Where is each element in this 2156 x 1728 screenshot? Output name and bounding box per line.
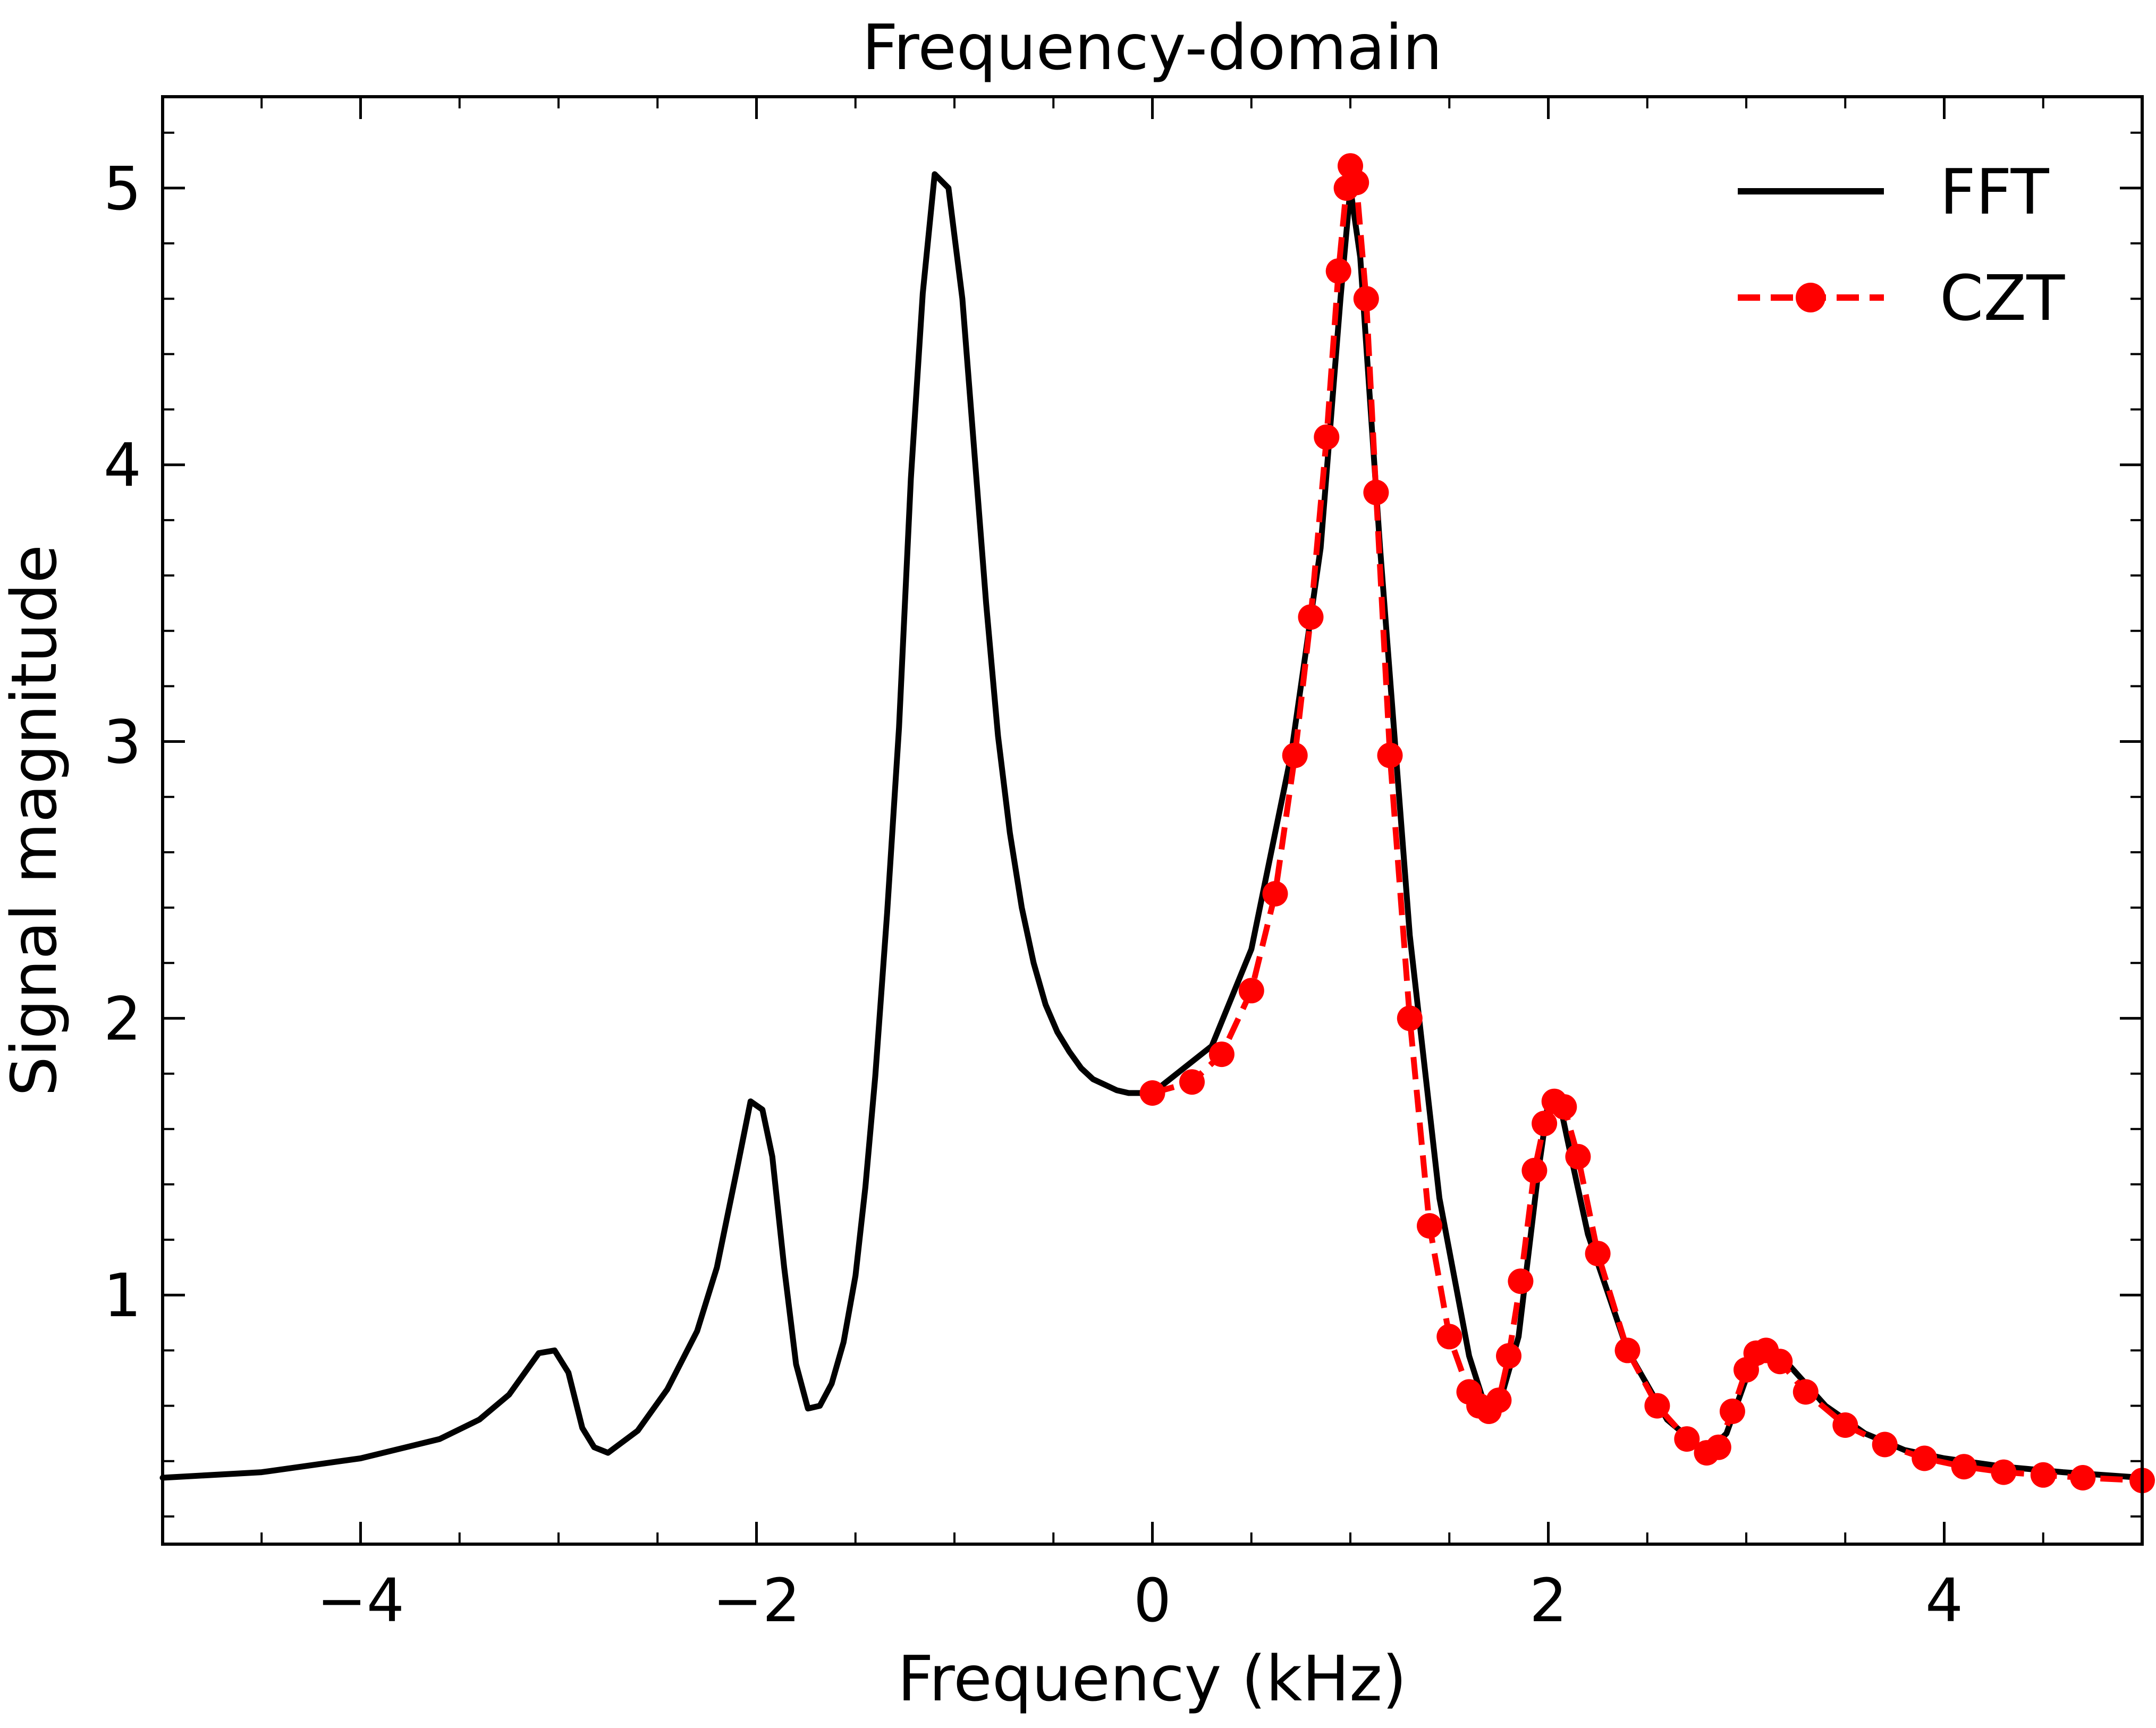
legend-label-fft: FFT	[1940, 155, 2050, 228]
data-point-czt	[1674, 1426, 1700, 1452]
x-tick-label: 0	[1134, 1566, 1171, 1636]
data-point-czt	[1179, 1069, 1205, 1095]
data-point-czt	[1521, 1157, 1548, 1183]
data-point-czt	[1298, 604, 1324, 630]
legend-label-czt: CZT	[1940, 261, 2065, 335]
data-point-czt	[1314, 424, 1340, 450]
data-point-czt	[1397, 1005, 1423, 1031]
data-point-czt	[1872, 1431, 1898, 1458]
data-point-czt	[1238, 978, 1264, 1004]
data-point-czt	[1912, 1445, 1938, 1471]
plot-frame	[161, 95, 2144, 1546]
data-point-czt	[1417, 1213, 1442, 1239]
data-point-czt	[2030, 1462, 2056, 1488]
data-point-czt	[1377, 742, 1403, 768]
data-point-czt	[1363, 479, 1389, 505]
data-point-czt	[1565, 1143, 1591, 1170]
y-tick-label: 1	[104, 1261, 141, 1331]
data-point-czt	[1585, 1241, 1611, 1267]
chart-title: Frequency-domain	[862, 11, 1442, 84]
y-tick-label: 5	[104, 155, 141, 224]
data-point-czt	[1614, 1337, 1641, 1363]
y-axis-label: Signal magnitude	[0, 545, 71, 1096]
data-point-czt	[1343, 170, 1369, 196]
data-point-czt	[1719, 1399, 1745, 1424]
data-point-czt	[1951, 1454, 1977, 1480]
data-point-czt	[1436, 1324, 1462, 1350]
data-point-czt	[1532, 1111, 1558, 1137]
data-point-czt	[1353, 286, 1379, 312]
data-point-czt	[1262, 881, 1288, 907]
series-layer	[159, 153, 2155, 1494]
data-point-czt	[1486, 1387, 1512, 1413]
data-point-czt	[1551, 1094, 1577, 1120]
data-point-czt	[1832, 1412, 1858, 1438]
axes-layer	[162, 97, 2143, 1544]
data-point-czt	[1208, 1041, 1235, 1068]
x-axis-label: Frequency (kHz)	[898, 1642, 1407, 1715]
data-point-czt	[1991, 1459, 2017, 1485]
data-point-czt	[1705, 1434, 1731, 1460]
data-point-czt	[2070, 1465, 2096, 1490]
x-tick-label: 4	[1925, 1566, 1963, 1636]
series-line-fft	[159, 171, 2145, 1481]
x-tick-label: −2	[713, 1566, 800, 1636]
data-point-czt	[1644, 1393, 1670, 1419]
y-tick-label: 3	[104, 708, 141, 777]
y-tick-labels: 1 2 3 4 5	[104, 155, 141, 1331]
data-point-czt	[1767, 1349, 1793, 1375]
data-point-czt	[1282, 742, 1308, 768]
x-tick-label: −4	[317, 1566, 404, 1636]
y-tick-label: 4	[104, 431, 141, 501]
data-point-czt	[1496, 1343, 1521, 1369]
y-tick-label: 2	[104, 985, 141, 1054]
data-point-czt	[1793, 1379, 1819, 1405]
legend: FFT CZT	[1738, 155, 2065, 335]
x-tick-labels: −4 −2 0 2 4	[317, 1566, 1963, 1636]
legend-marker-czt	[1796, 283, 1825, 312]
data-point-czt	[1139, 1080, 1165, 1106]
x-tick-label: 2	[1529, 1566, 1567, 1636]
data-point-czt	[1325, 258, 1351, 284]
data-point-czt	[1508, 1268, 1534, 1294]
